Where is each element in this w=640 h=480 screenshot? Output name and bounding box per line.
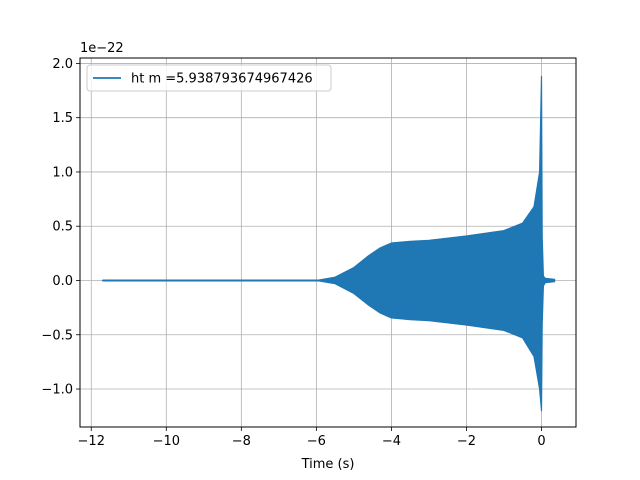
- x-tick-label: −12: [78, 434, 105, 449]
- x-axis-label: Time (s): [301, 457, 355, 472]
- y-offset-label: 1e−22: [80, 41, 124, 56]
- y-tick-label: −0.5: [41, 328, 73, 343]
- y-tick-label: −1.0: [41, 383, 73, 398]
- y-tick-label: 1.0: [52, 165, 73, 180]
- plot-series: [101, 75, 556, 412]
- axis-ticks: −12 −10 −8 −6 −4 −2 0 −1.0 −0.5 0.0 0.5 1.0 1.5 2.0: [41, 57, 545, 449]
- x-tick-label: −4: [382, 434, 401, 449]
- legend-label: ht m =5.938793674967426: [131, 72, 313, 87]
- series-line: [101, 75, 556, 412]
- y-tick-label: 2.0: [52, 57, 73, 72]
- y-tick-label: 0.5: [52, 220, 73, 235]
- y-tick-label: 0.0: [52, 274, 73, 289]
- x-tick-label: −8: [232, 434, 251, 449]
- x-tick-label: −6: [307, 434, 326, 449]
- x-tick-label: −2: [457, 434, 476, 449]
- x-tick-label: −10: [153, 434, 180, 449]
- x-tick-label: 0: [537, 434, 545, 449]
- plot-frame: [79, 57, 577, 428]
- legend[interactable]: ht m =5.938793674967426: [86, 64, 332, 92]
- legend-box: [86, 64, 332, 92]
- y-tick-label: 1.5: [52, 111, 73, 126]
